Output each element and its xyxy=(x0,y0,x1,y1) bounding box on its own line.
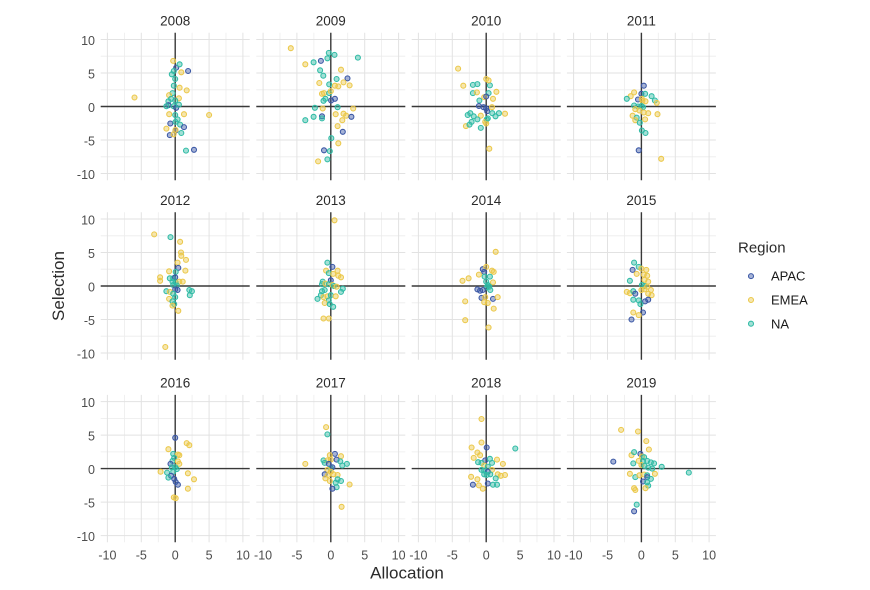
svg-text:10: 10 xyxy=(392,549,406,563)
svg-text:-5: -5 xyxy=(84,497,95,511)
svg-text:Region: Region xyxy=(738,240,786,257)
svg-text:-5: -5 xyxy=(447,549,458,563)
svg-text:10: 10 xyxy=(702,549,716,563)
svg-text:10: 10 xyxy=(81,214,95,228)
svg-text:10: 10 xyxy=(236,549,250,563)
svg-text:-10: -10 xyxy=(77,168,95,182)
svg-text:-10: -10 xyxy=(77,348,95,362)
svg-text:2019: 2019 xyxy=(626,375,656,390)
svg-text:5: 5 xyxy=(88,68,95,82)
svg-text:-5: -5 xyxy=(84,135,95,149)
svg-text:5: 5 xyxy=(88,430,95,444)
svg-text:10: 10 xyxy=(81,34,95,48)
svg-text:5: 5 xyxy=(361,549,368,563)
svg-text:0: 0 xyxy=(172,549,179,563)
svg-text:-5: -5 xyxy=(84,314,95,328)
svg-text:5: 5 xyxy=(206,549,213,563)
svg-text:0: 0 xyxy=(88,101,95,115)
svg-text:2012: 2012 xyxy=(160,193,190,208)
svg-text:5: 5 xyxy=(88,247,95,261)
svg-text:-10: -10 xyxy=(409,549,427,563)
svg-text:2014: 2014 xyxy=(471,193,502,208)
svg-text:2010: 2010 xyxy=(471,13,501,28)
svg-text:5: 5 xyxy=(672,549,679,563)
svg-text:2017: 2017 xyxy=(316,375,346,390)
svg-text:0: 0 xyxy=(638,549,645,563)
svg-text:0: 0 xyxy=(327,549,334,563)
svg-text:-5: -5 xyxy=(602,549,613,563)
svg-text:-5: -5 xyxy=(136,549,147,563)
svg-text:Selection: Selection xyxy=(49,251,68,321)
svg-text:NA: NA xyxy=(771,316,789,331)
svg-text:-10: -10 xyxy=(565,549,583,563)
svg-text:-10: -10 xyxy=(98,549,116,563)
svg-text:-10: -10 xyxy=(254,549,272,563)
svg-text:2008: 2008 xyxy=(160,13,190,28)
svg-text:-5: -5 xyxy=(291,549,302,563)
svg-text:2011: 2011 xyxy=(627,13,656,28)
svg-text:0: 0 xyxy=(88,463,95,477)
svg-text:2016: 2016 xyxy=(160,375,190,390)
svg-text:10: 10 xyxy=(547,549,561,563)
svg-text:10: 10 xyxy=(81,396,95,410)
svg-text:2013: 2013 xyxy=(316,193,346,208)
svg-text:0: 0 xyxy=(483,549,490,563)
svg-text:Allocation: Allocation xyxy=(370,564,444,583)
svg-text:0: 0 xyxy=(88,281,95,295)
svg-text:5: 5 xyxy=(517,549,524,563)
svg-text:2015: 2015 xyxy=(626,193,656,208)
svg-text:APAC: APAC xyxy=(771,269,805,284)
svg-text:2009: 2009 xyxy=(316,13,346,28)
svg-text:EMEA: EMEA xyxy=(771,293,808,308)
svg-text:-10: -10 xyxy=(77,530,95,544)
svg-text:2018: 2018 xyxy=(471,375,501,390)
